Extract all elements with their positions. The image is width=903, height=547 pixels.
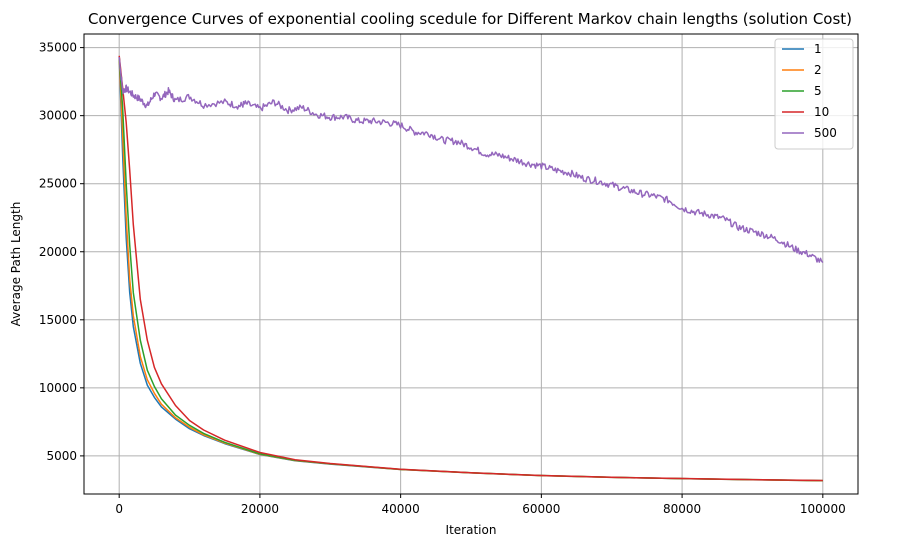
series-lines	[118, 55, 824, 482]
x-tick-label: 60000	[522, 502, 560, 516]
y-axis: 5000 10000 15000 20000 25000 30000 35000	[39, 41, 84, 463]
y-tick-label: 25000	[39, 177, 77, 191]
legend-label-1: 1	[814, 42, 822, 56]
legend-label-10: 10	[814, 105, 829, 119]
x-tick-label: 40000	[382, 502, 420, 516]
x-tick-label: 100000	[800, 502, 846, 516]
x-tick-label: 20000	[241, 502, 279, 516]
x-tick-label: 80000	[663, 502, 701, 516]
chart-title: Convergence Curves of exponential coolin…	[88, 10, 852, 28]
x-axis: 0 20000 40000 60000 80000 100000	[115, 494, 846, 516]
y-tick-label: 10000	[39, 381, 77, 395]
x-axis-title: Iteration	[446, 523, 497, 537]
series-line-500	[118, 57, 824, 264]
y-axis-title: Average Path Length	[9, 202, 23, 327]
series-line-10	[118, 55, 823, 482]
y-tick-label: 5000	[46, 449, 77, 463]
plot-background	[84, 34, 858, 494]
plot-frame	[83, 33, 859, 495]
y-tick-label: 15000	[39, 313, 77, 327]
legend: 1 2 5 10 500	[774, 38, 854, 150]
y-tick-label: 35000	[39, 41, 77, 55]
x-tick-label: 0	[115, 502, 123, 516]
legend-label-5: 5	[814, 84, 822, 98]
legend-label-500: 500	[814, 126, 837, 140]
legend-box	[774, 38, 854, 150]
y-tick-label: 30000	[39, 109, 77, 123]
y-tick-label: 20000	[39, 245, 77, 259]
legend-label-2: 2	[814, 63, 822, 77]
plot-area	[83, 33, 859, 495]
